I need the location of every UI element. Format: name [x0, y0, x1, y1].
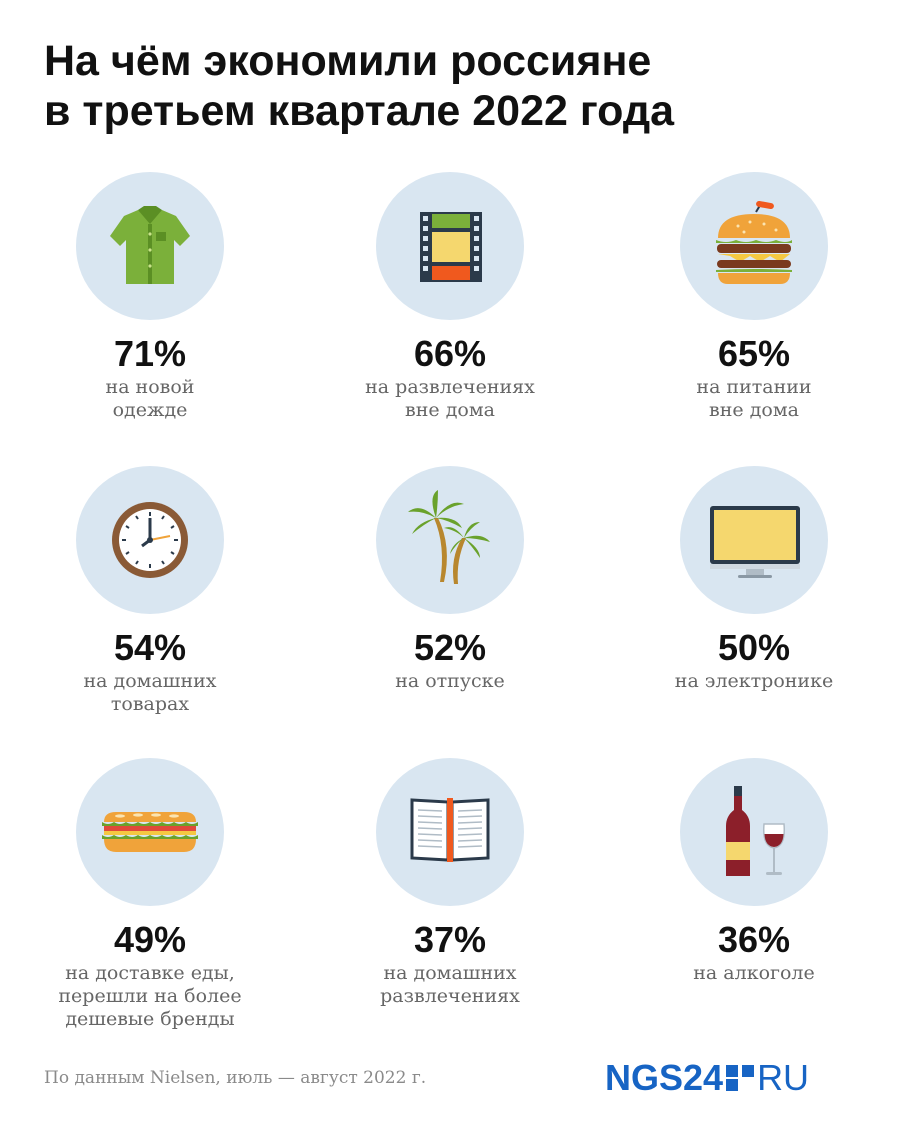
ngs24-logo[interactable]: NGS24 RU — [605, 1058, 809, 1098]
icon-circle — [376, 172, 524, 320]
stat-food-delivery: 49% на доставке еды, перешли на более де… — [0, 758, 300, 1038]
stat-value: 50% — [717, 627, 791, 668]
stat-electronics: 50% на электронике — [604, 466, 901, 746]
icon-circle — [76, 172, 224, 320]
stat-value: 52% — [413, 627, 487, 668]
logo-mark-icon — [726, 1065, 755, 1091]
book-icon — [410, 798, 490, 862]
clock-icon — [112, 502, 188, 578]
palm-trees-icon — [408, 490, 490, 584]
icon-circle — [76, 466, 224, 614]
stat-label: на домашних развлечениях — [380, 962, 520, 1007]
stat-entertainment-out: 66% на развлечениях вне дома — [300, 172, 600, 452]
stat-label: на доставке еды, перешли на более дешевы… — [58, 962, 242, 1030]
stat-label: на алкоголе — [693, 962, 815, 984]
stat-home-entertainment: 37% на домашних развлечениях — [300, 758, 600, 1038]
burger-icon — [716, 200, 792, 284]
film-strip-icon — [420, 212, 482, 282]
icon-circle — [680, 172, 828, 320]
stat-value: 36% — [717, 919, 791, 960]
stat-label: на домашних товарах — [83, 670, 217, 715]
sandwich-icon — [102, 812, 198, 852]
source-note: По данным Nielsen, июль — август 2022 г. — [44, 1068, 427, 1088]
stat-vacation: 52% на отпуске — [300, 466, 600, 746]
stat-value: 37% — [413, 919, 487, 960]
icon-circle — [680, 758, 828, 906]
stat-label: на отпуске — [395, 670, 505, 692]
stat-eating-out: 65% на питании вне дома — [604, 172, 901, 452]
stat-label: на новой одежде — [105, 376, 195, 421]
logo-text: NGS24 — [605, 1057, 724, 1098]
stat-clothing: 71% на новой одежде — [0, 172, 300, 452]
icon-circle — [376, 758, 524, 906]
page-title: На чём экономили россияне в третьем квар… — [44, 37, 675, 135]
icon-circle — [680, 466, 828, 614]
logo-domain: RU — [757, 1057, 810, 1098]
stat-label: на развлечениях вне дома — [365, 376, 535, 421]
stat-alcohol: 36% на алкоголе — [604, 758, 901, 1038]
stat-label: на питании вне дома — [696, 376, 812, 421]
stat-label: на электронике — [674, 670, 834, 692]
stat-value: 66% — [413, 333, 487, 374]
stat-household-goods: 54% на домашних товарах — [0, 466, 300, 746]
stat-value: 54% — [113, 627, 187, 668]
stat-value: 65% — [717, 333, 791, 374]
icon-circle — [376, 466, 524, 614]
stat-value: 49% — [113, 919, 187, 960]
icon-circle — [76, 758, 224, 906]
shirt-icon — [110, 206, 190, 284]
wine-icon — [726, 786, 786, 876]
stat-value: 71% — [113, 333, 187, 374]
monitor-icon — [710, 506, 800, 578]
